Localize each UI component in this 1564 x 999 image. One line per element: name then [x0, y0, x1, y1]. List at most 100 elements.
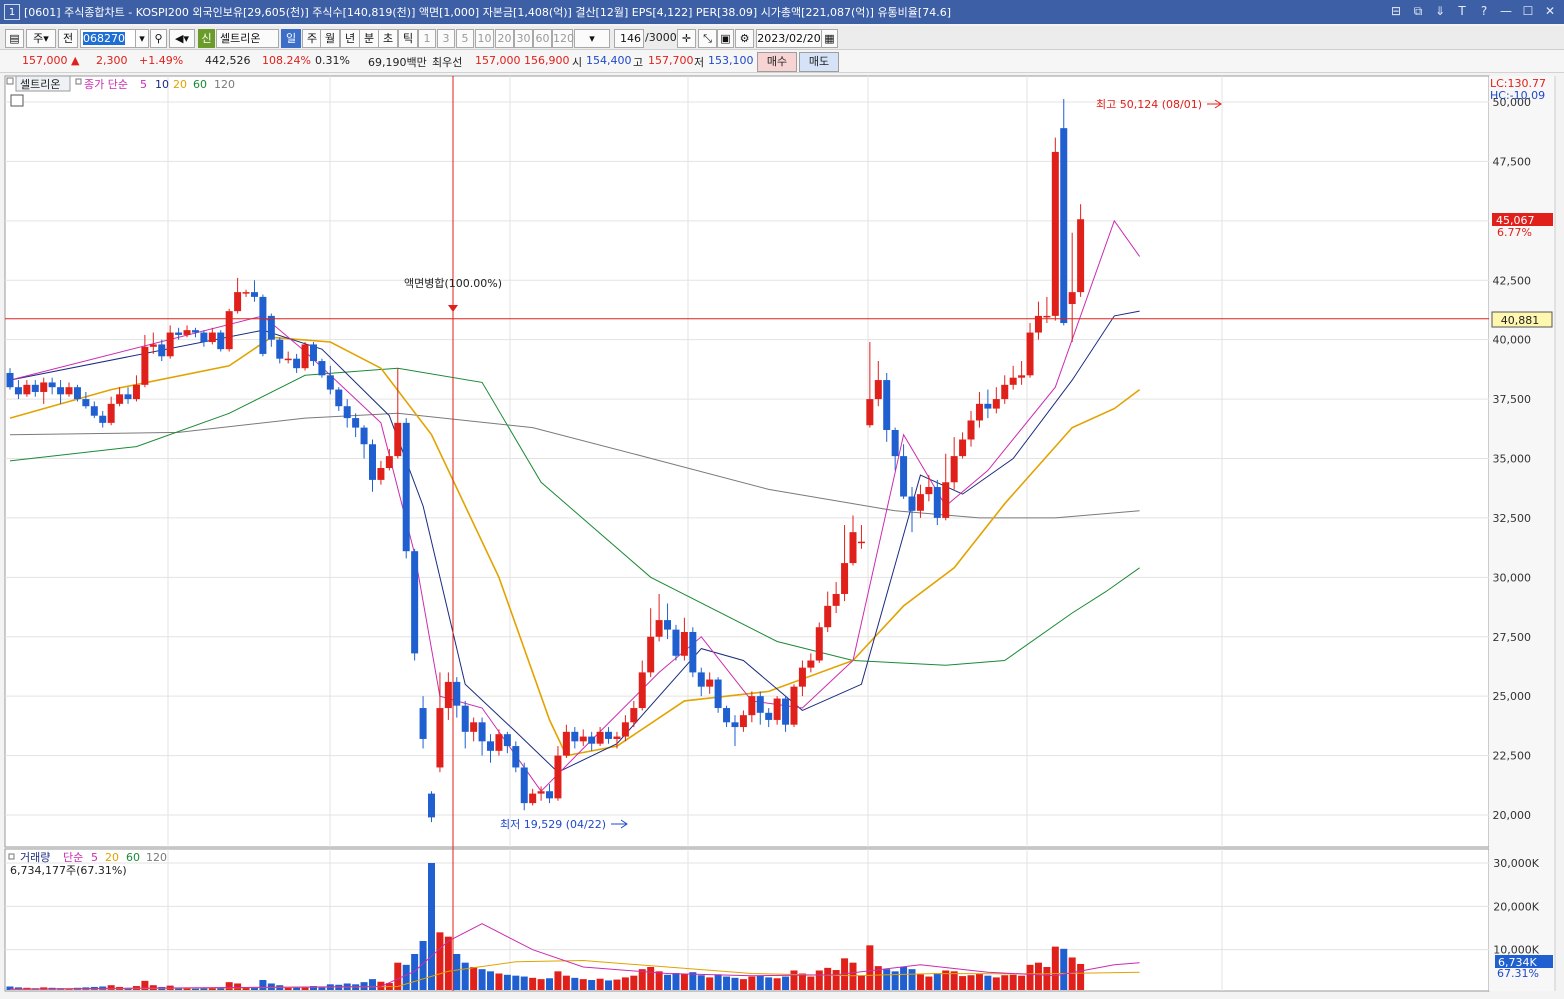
window-number-badge[interactable]: 1	[4, 4, 20, 20]
candle-body	[225, 311, 233, 350]
volume-bar	[984, 975, 992, 990]
interval-1[interactable]: 1	[418, 29, 436, 48]
volume-ma-legend-120: 120	[146, 851, 167, 864]
volume-tick-label: 10,000K	[1493, 944, 1539, 957]
candle-body	[638, 672, 646, 709]
maximize-button[interactable]: ☐	[1522, 4, 1534, 18]
candle-body	[158, 344, 166, 357]
candle-body	[191, 330, 199, 333]
code-input[interactable]: 068270	[80, 29, 136, 48]
volume-bar	[377, 981, 385, 990]
table-icon	[10, 94, 24, 107]
interval-10[interactable]: 10	[475, 29, 494, 48]
candle-body	[571, 731, 579, 742]
layout-icon[interactable]: ⊟	[1390, 4, 1402, 18]
volume-bar	[402, 964, 410, 990]
interval-20[interactable]: 20	[495, 29, 514, 48]
volume-bar	[1034, 962, 1042, 990]
volume-bar	[503, 974, 511, 990]
sell-button[interactable]: 매도	[799, 52, 839, 72]
date-input[interactable]: 2023/02/20	[756, 29, 822, 48]
candle-body	[739, 715, 747, 728]
volume-bar	[748, 976, 756, 990]
interval-3[interactable]: 3	[437, 29, 455, 48]
volume-bar	[512, 975, 520, 990]
volume-bar	[1009, 974, 1017, 990]
volume-bar	[250, 986, 258, 990]
help-icon[interactable]: ?	[1480, 4, 1488, 18]
chart-type-icon[interactable]: ▤	[5, 29, 24, 48]
volume-bar	[706, 977, 714, 990]
volume-bar	[664, 974, 672, 990]
close-button[interactable]: ✕	[1544, 4, 1556, 18]
volume-bar	[267, 983, 275, 990]
interval-5[interactable]: 5	[456, 29, 474, 48]
candle-body	[866, 399, 874, 426]
duplicate-window-icon[interactable]: ⧉	[1413, 4, 1423, 18]
volume-current-text: 6,734,177주(67.31%)	[10, 864, 127, 877]
settings-icon[interactable]: ⚙	[735, 29, 754, 48]
volume-bar	[436, 932, 444, 990]
volume-bar	[967, 975, 975, 990]
crosshair-icon[interactable]: ✛	[677, 29, 696, 48]
prev-button[interactable]: 전	[58, 29, 78, 48]
calendar-icon[interactable]: ▦	[821, 29, 838, 48]
volume-bar	[849, 962, 857, 990]
candle-body	[765, 712, 773, 720]
volume-bar	[554, 971, 562, 990]
candle-body	[798, 667, 806, 687]
code-dropdown-icon[interactable]: ▾	[135, 29, 149, 48]
text-icon[interactable]: T	[1458, 4, 1466, 18]
period-tab-week[interactable]: 주	[302, 29, 322, 48]
sound-icon[interactable]: ◀▾	[169, 29, 195, 48]
price-tick-label: 50,000	[1493, 96, 1532, 109]
volume-bar	[284, 987, 292, 990]
candle-body	[82, 399, 90, 407]
candle-body	[107, 403, 115, 423]
period-tab-month[interactable]: 월	[320, 29, 340, 48]
period-tab-year[interactable]: 년	[340, 29, 360, 48]
candle-body	[815, 627, 823, 661]
candle-body	[562, 731, 570, 756]
candle-body	[234, 292, 242, 312]
interval-30[interactable]: 30	[514, 29, 533, 48]
interval-dropdown[interactable]: ▾	[574, 29, 610, 48]
period-tab-second[interactable]: 초	[378, 29, 398, 48]
volume-bar	[411, 954, 419, 990]
trend-tool-icon[interactable]: ⤡	[698, 29, 717, 48]
price-tick-label: 47,500	[1493, 155, 1532, 168]
crosshair-price-box	[1491, 311, 1553, 328]
market-select[interactable]: 주▾	[26, 29, 56, 48]
volume-bar	[739, 979, 747, 990]
period-tab-tick[interactable]: 틱	[398, 29, 418, 48]
candle-body	[1018, 375, 1026, 378]
stock-name-field[interactable]: 셀트리온	[216, 29, 279, 48]
volume-bar	[723, 976, 731, 990]
candle-body	[832, 593, 840, 606]
candle-body	[326, 375, 334, 390]
minimize-button[interactable]: —	[1500, 4, 1512, 18]
count-input[interactable]: 146	[614, 29, 644, 48]
search-icon[interactable]: ⚲	[150, 29, 167, 48]
volume-bar	[546, 978, 554, 990]
volume-current-label: 6,734K	[1498, 956, 1537, 969]
period-tab-day[interactable]: 일	[281, 29, 301, 48]
candle-body	[208, 332, 216, 343]
pin-icon[interactable]: ⇓	[1434, 4, 1446, 18]
save-icon[interactable]: ▣	[717, 29, 734, 48]
buy-button[interactable]: 매수	[757, 52, 797, 72]
volume-bar	[782, 976, 790, 990]
volume-ma-legend-20: 20	[105, 851, 119, 864]
interval-60[interactable]: 60	[533, 29, 552, 48]
period-tab-minute[interactable]: 분	[359, 29, 379, 48]
chart-area[interactable]: 50,00047,50045,00042,50040,00037,50035,0…	[0, 74, 1564, 999]
volume-bar	[596, 978, 604, 990]
candle-body	[512, 746, 520, 768]
volume-bar	[444, 936, 452, 990]
candle-body	[318, 361, 326, 376]
interval-120[interactable]: 120	[552, 29, 574, 48]
window-title: [0601] 주식종합차트 - KOSPI200 외국인보유[29,605(천)…	[24, 6, 951, 19]
candle-body	[588, 736, 596, 744]
low-label: 저	[694, 56, 705, 69]
candle-body	[40, 382, 48, 392]
